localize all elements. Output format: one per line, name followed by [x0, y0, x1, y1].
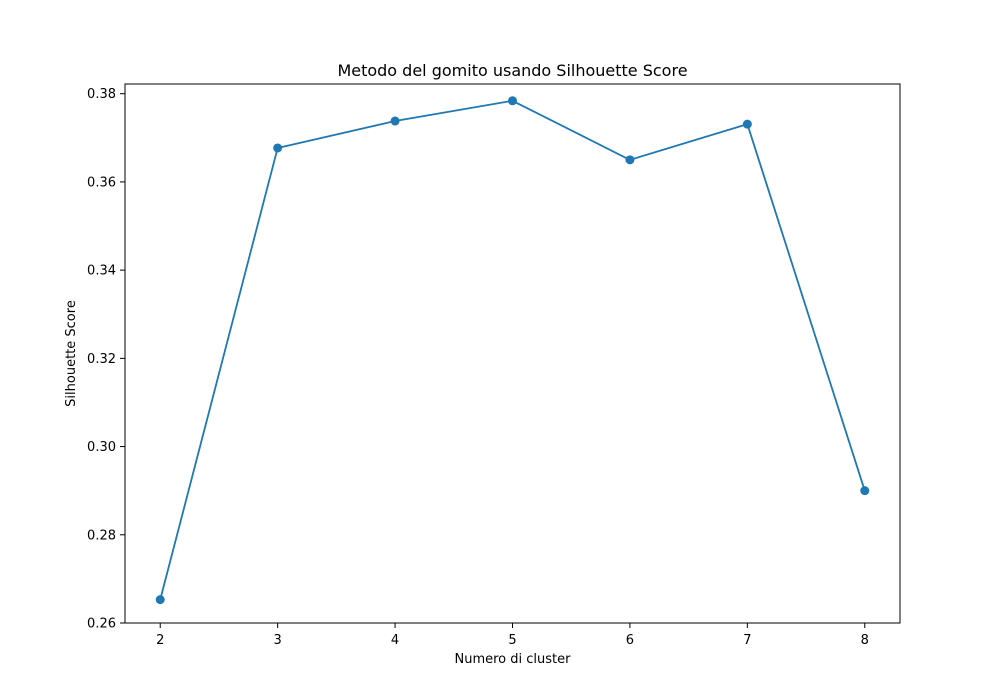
- x-tick-label: 4: [391, 633, 399, 648]
- y-axis: 0.26 0.28 0.30 0.32 0.34 0.36 0.38: [87, 87, 125, 632]
- x-tick-label: 3: [274, 633, 282, 648]
- x-tick-label: 2: [156, 633, 164, 648]
- y-tick-label: 0.28: [87, 528, 116, 543]
- series-points: [155, 96, 870, 605]
- data-point: [155, 595, 165, 605]
- data-point: [860, 486, 870, 496]
- data-point: [742, 119, 752, 129]
- y-tick-label: 0.38: [87, 87, 116, 102]
- data-point: [273, 143, 283, 153]
- chart-title: Metodo del gomito usando Silhouette Scor…: [337, 61, 687, 80]
- data-point: [508, 96, 517, 106]
- x-axis-label: Numero di cluster: [455, 652, 572, 667]
- data-point: [625, 155, 635, 165]
- x-tick-label: 8: [861, 633, 869, 648]
- x-tick-label: 6: [626, 633, 634, 648]
- y-tick-label: 0.36: [87, 175, 116, 190]
- y-tick-label: 0.34: [87, 264, 116, 279]
- y-tick-label: 0.30: [87, 440, 116, 455]
- y-axis-label: Silhouette Score: [64, 300, 79, 407]
- y-tick-label: 0.26: [87, 617, 116, 632]
- data-point: [390, 116, 400, 126]
- x-tick-label: 7: [743, 633, 751, 648]
- x-tick-label: 5: [508, 633, 516, 648]
- x-axis: 2 3 4 5 6 7 8: [156, 623, 869, 648]
- y-tick-label: 0.32: [87, 352, 116, 367]
